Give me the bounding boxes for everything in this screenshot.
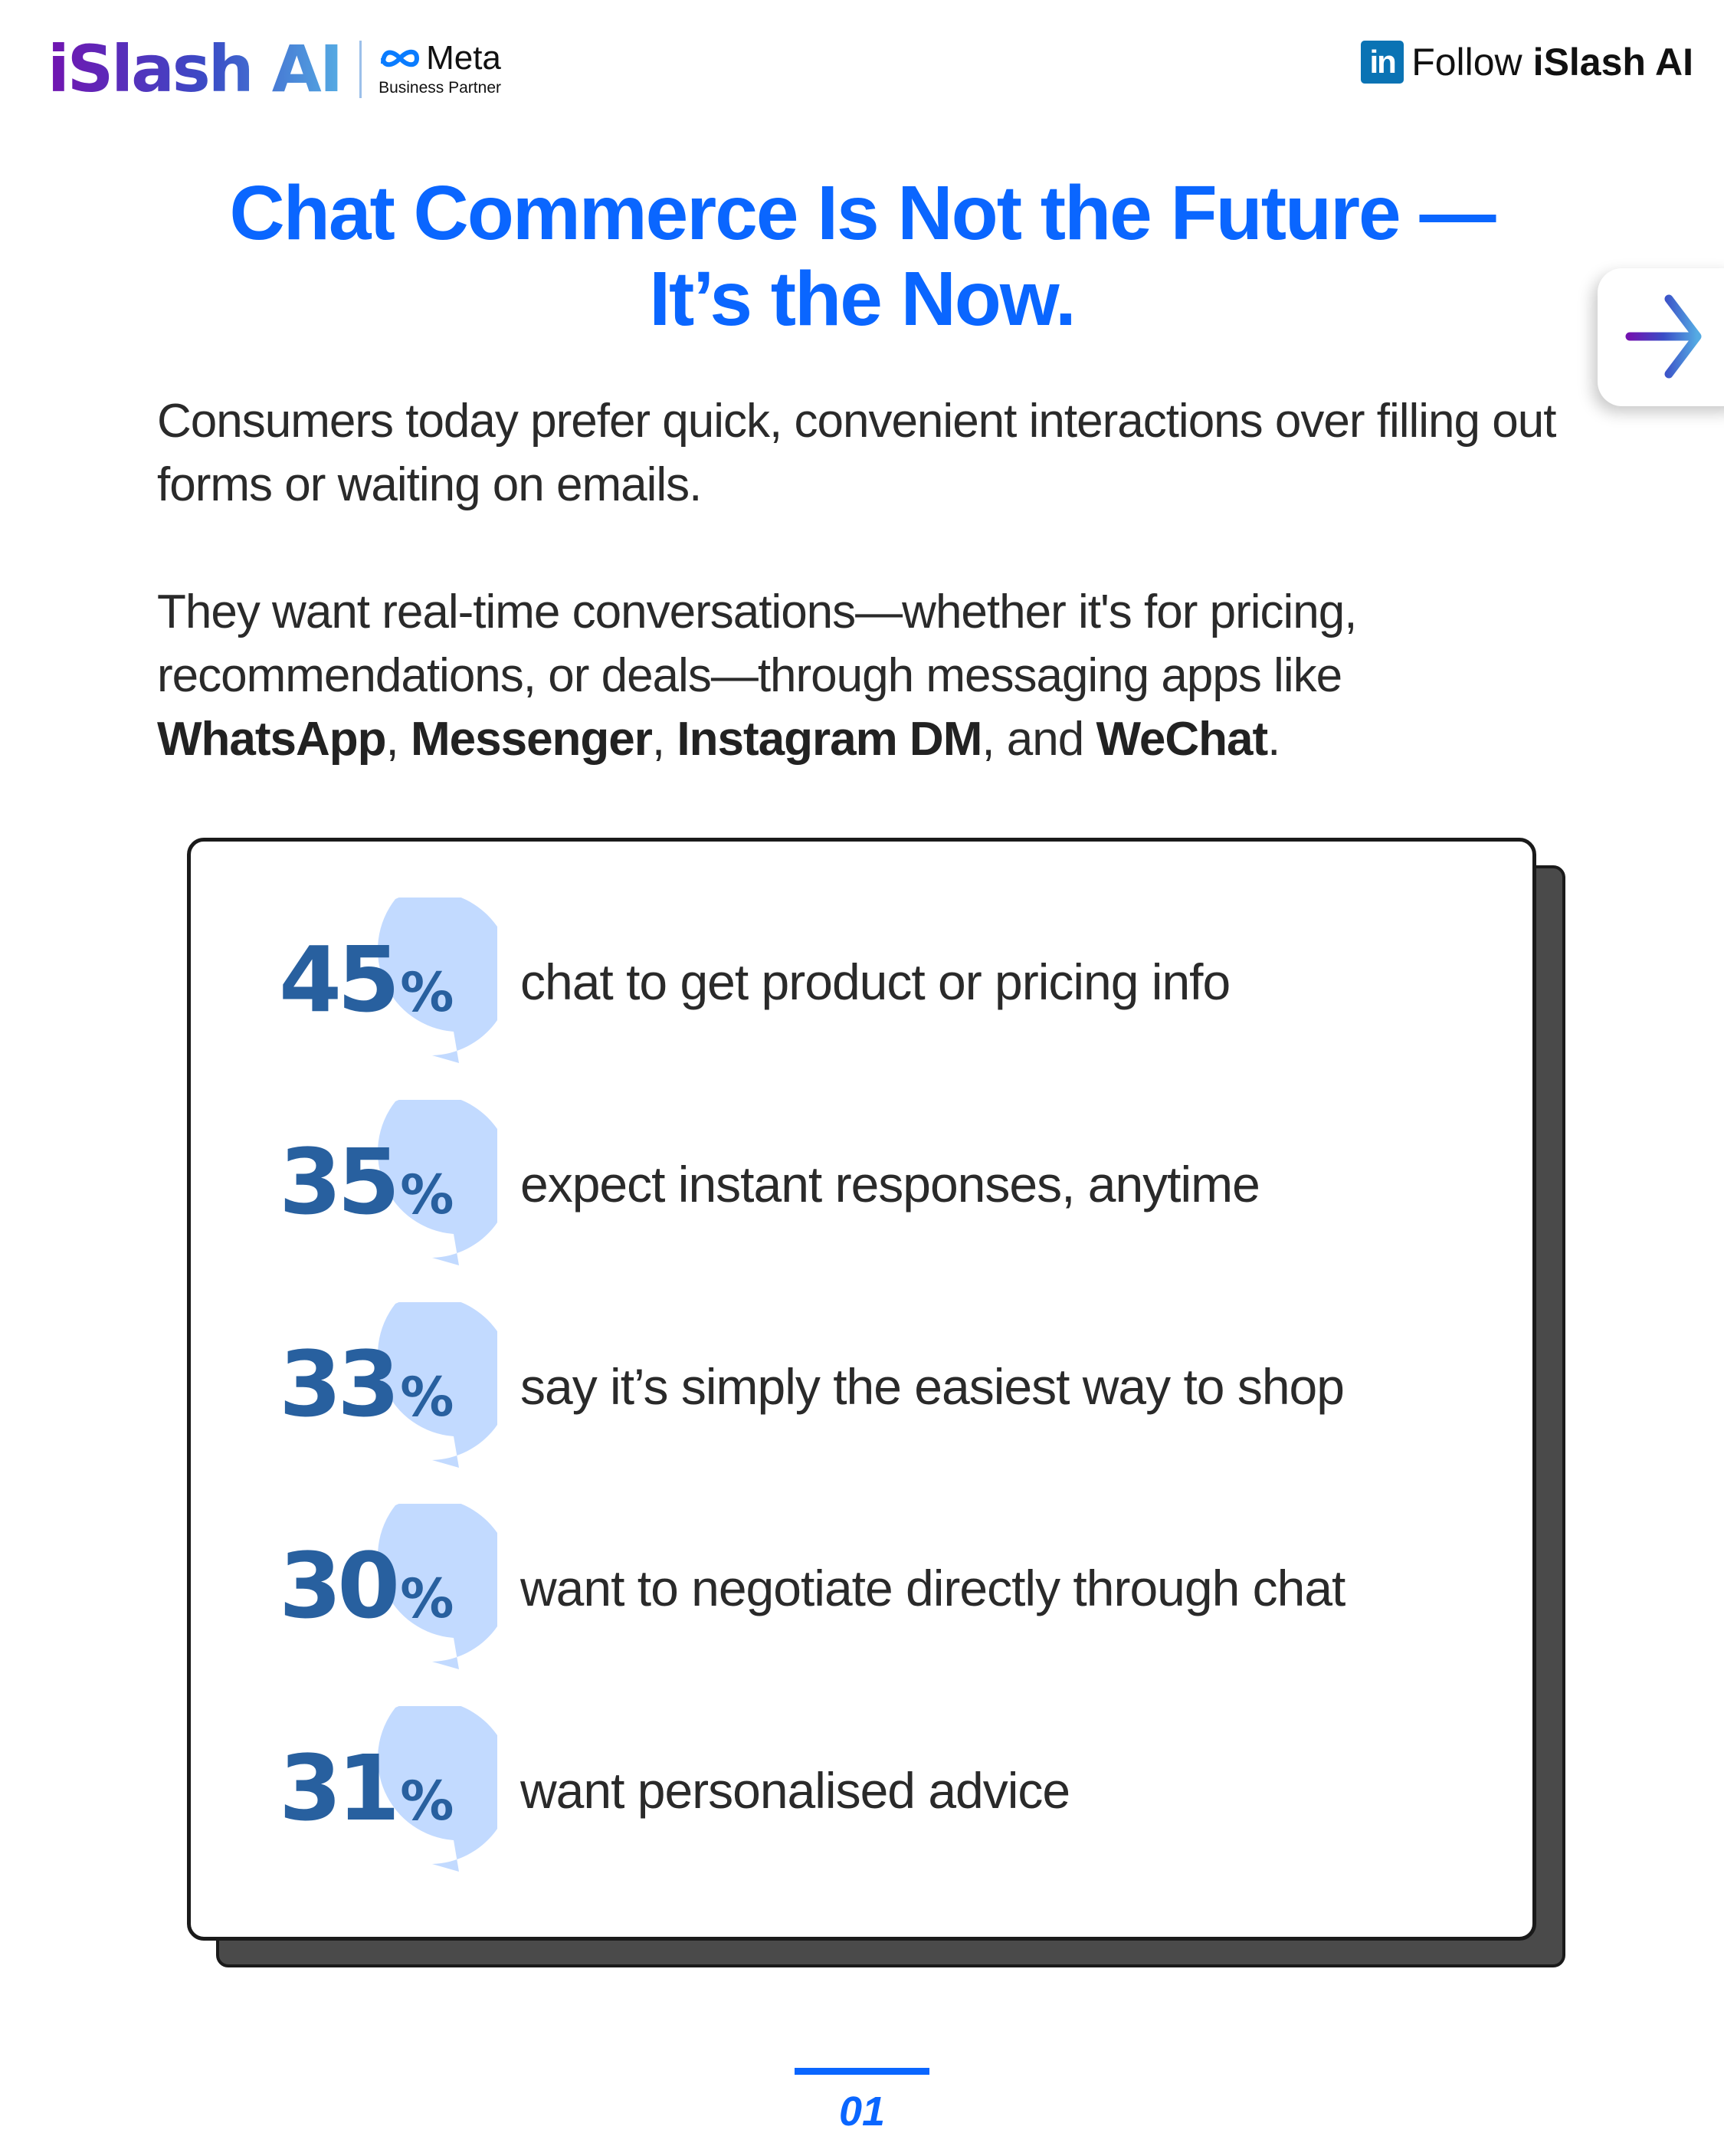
stat-unit: % (400, 1163, 454, 1226)
brand-logo: iSlash AI Meta Business Partner (48, 31, 501, 107)
intro-paragraph-2: They want real-time conversations—whethe… (157, 580, 1590, 771)
arrow-right-icon (1625, 294, 1702, 379)
title-line-2: It’s the Now. (649, 256, 1077, 342)
stat-row: 31% want personalised advice (191, 1700, 1540, 1876)
follow-label: Follow (1411, 41, 1522, 84)
stat-label: want personalised advice (520, 1762, 1070, 1819)
stat-unit: % (400, 1567, 454, 1630)
logo-divider (359, 40, 362, 98)
page-indicator-bar (795, 2068, 929, 2075)
stat-number: 45 (279, 927, 400, 1032)
meta-infinity-icon (381, 49, 420, 67)
stat-number: 30 (279, 1533, 400, 1639)
app-instagram: Instagram DM (677, 713, 982, 766)
stat-unit: % (400, 1366, 454, 1429)
period: . (1267, 713, 1280, 766)
stat-label: say it’s simply the easiest way to shop (520, 1358, 1345, 1415)
app-wechat: WeChat (1096, 713, 1268, 766)
stat-value: 45% (279, 930, 454, 1057)
stat-value: 31% (279, 1738, 454, 1866)
stat-row: 33% say it’s simply the easiest way to s… (191, 1296, 1540, 1472)
brand-name: iSlash AI (48, 31, 343, 107)
app-messenger: Messenger (410, 713, 653, 766)
intro-paragraph-1: Consumers today prefer quick, convenient… (157, 395, 1556, 511)
stat-value: 30% (279, 1536, 454, 1663)
page-number: 01 (838, 2089, 886, 2135)
stat-number: 35 (279, 1129, 400, 1235)
stat-value: 35% (279, 1132, 454, 1259)
separator: , (651, 713, 677, 766)
stat-value: 33% (279, 1334, 454, 1462)
meta-label: Meta (426, 39, 501, 77)
follow-linkedin-link[interactable]: in Follow iSlash AI (1361, 40, 1693, 84)
chat-bubble-icon (378, 1302, 497, 1468)
linkedin-icon: in (1361, 41, 1404, 84)
stat-label: expect instant responses, anytime (520, 1156, 1260, 1213)
stat-label: chat to get product or pricing info (520, 953, 1231, 1010)
meta-partner-badge: Meta Business Partner (379, 41, 501, 97)
intro-text: They want real-time conversations—whethe… (157, 586, 1357, 702)
meta-sub-label: Business Partner (379, 79, 501, 97)
separator: , and (982, 713, 1096, 766)
stat-number: 33 (279, 1331, 400, 1437)
next-slide-button[interactable] (1598, 268, 1724, 406)
stat-row: 45% chat to get product or pricing info (191, 891, 1540, 1068)
chat-bubble-icon (378, 1706, 497, 1872)
stat-row: 35% expect instant responses, anytime (191, 1094, 1540, 1270)
follow-name: iSlash AI (1532, 41, 1693, 84)
meta-wordmark: Meta (379, 41, 501, 76)
stat-label: want to negotiate directly through chat (520, 1560, 1345, 1616)
separator: , (385, 713, 411, 766)
stat-row: 30% want to negotiate directly through c… (191, 1498, 1540, 1674)
stats-card: 45% chat to get product or pricing info … (187, 838, 1536, 1941)
title-line-1: Chat Commerce Is Not the Future — (229, 170, 1496, 256)
stat-unit: % (400, 1770, 454, 1833)
chat-bubble-icon (378, 1504, 497, 1669)
stat-number: 31 (279, 1735, 400, 1841)
stat-unit: % (400, 961, 454, 1024)
chat-bubble-icon (378, 898, 497, 1063)
page-title: Chat Commerce Is Not the Future — It’s t… (0, 170, 1724, 342)
app-whatsapp: WhatsApp (157, 713, 387, 766)
chat-bubble-icon (378, 1100, 497, 1265)
